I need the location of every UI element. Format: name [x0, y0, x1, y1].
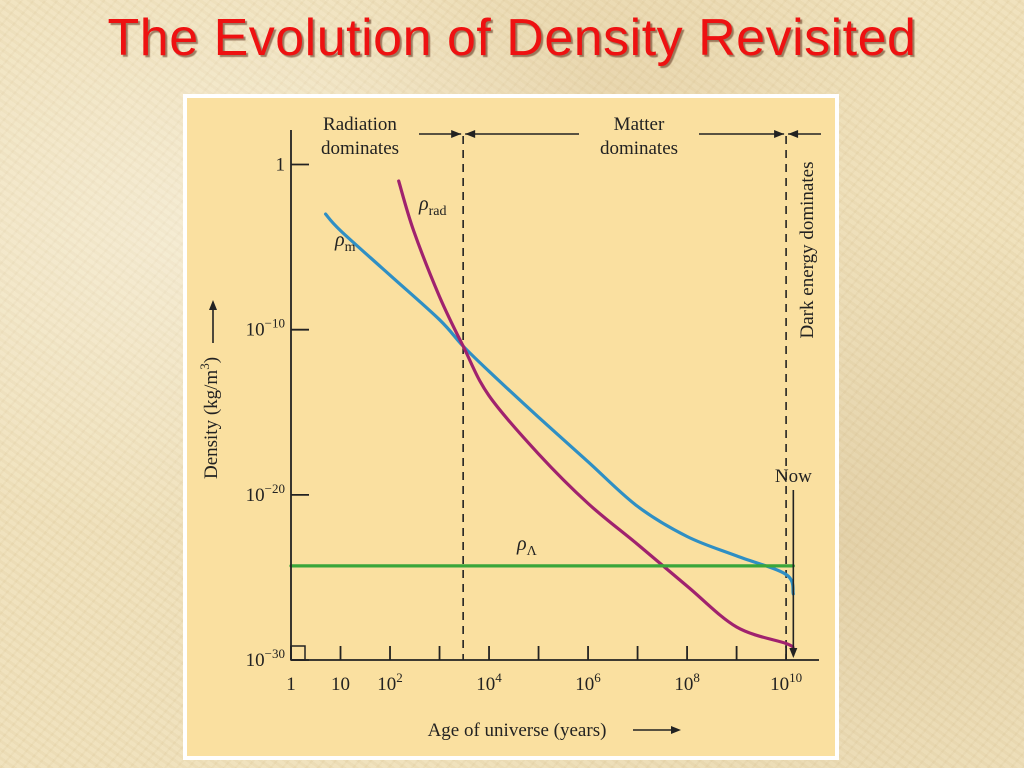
- x-tick-label-3-base: 10: [476, 674, 495, 695]
- figure-frame: 1 10−10 10−20 10−30 1 10 102 104 106 108 1010 Age o…: [183, 94, 839, 760]
- x-tick-label-2-exp: 2: [396, 670, 403, 685]
- y-axis-label-arrowhead: [209, 300, 217, 310]
- y-tick-label-3-exp: −30: [265, 646, 285, 661]
- x-tick-label-6: 1010: [770, 670, 802, 695]
- x-axis-label-arrowhead: [671, 726, 681, 734]
- x-tick-label-4-base: 10: [575, 674, 594, 695]
- series-label-sub: m: [345, 240, 356, 255]
- y-axis-label-text: Density (kg/m: [201, 370, 222, 479]
- era-arrowhead-dark-energy: [788, 130, 799, 138]
- x-tick-label-2: 102: [377, 670, 403, 695]
- x-tick-label-3: 104: [476, 670, 502, 695]
- slide-title: The Evolution of Density Revisited: [107, 9, 917, 67]
- series-label-rad: ρrad: [418, 193, 447, 219]
- x-tick-label-6-exp: 10: [789, 670, 802, 685]
- era-label-dark-energy: Dark energy dominates: [797, 162, 818, 339]
- series-label-Λ: ρΛ: [516, 533, 538, 559]
- series-label-sub: rad: [429, 204, 447, 219]
- x-tick-label-3-exp: 4: [495, 670, 502, 685]
- series-label-rho: ρ: [418, 193, 429, 215]
- y-tick-label-2: 10−20: [246, 481, 285, 506]
- x-tick-label-1: 10: [331, 674, 350, 695]
- era-arrowhead-matter-left: [465, 130, 476, 138]
- y-tick-label-3: 10−30: [246, 646, 285, 671]
- x-tick-label-2-base: 10: [377, 674, 396, 695]
- era-arrowhead-radiation: [451, 130, 462, 138]
- x-tick-label-4-exp: 6: [594, 670, 601, 685]
- now-label: Now: [775, 466, 812, 487]
- x-tick-label-6-base: 10: [770, 674, 789, 695]
- era-label-radiation-0: Radiation: [323, 114, 397, 135]
- y-axis-label: Density (kg/m3): [197, 357, 222, 479]
- y-axis-label-close: ): [201, 357, 222, 363]
- x-tick-label-4: 106: [575, 670, 601, 695]
- x-tick-label-5-base: 10: [674, 674, 693, 695]
- y-tick-label-2-exp: −20: [265, 481, 285, 496]
- series-label-sub: Λ: [527, 544, 538, 559]
- x-tick-label-1-base: 10: [331, 674, 350, 695]
- era-label-matter-0: Matter: [614, 114, 665, 135]
- series-line-m: [324, 212, 795, 596]
- x-tick-label-5-exp: 8: [693, 670, 700, 685]
- series-label-rho: ρ: [334, 229, 345, 251]
- y-tick-label-1-base: 10: [246, 320, 265, 341]
- y-tick-label-0-base: 1: [276, 155, 286, 176]
- series-label-m: ρm: [334, 229, 356, 255]
- era-label-radiation-1: dominates: [321, 138, 399, 159]
- x-tick-label-0: 1: [286, 674, 296, 695]
- y-tick-label-3-base: 10: [246, 650, 265, 671]
- x-tick-label-0-base: 1: [286, 674, 296, 695]
- era-label-matter-1: dominates: [600, 138, 678, 159]
- now-arrowhead: [789, 648, 798, 658]
- y-tick-label-0: 1: [276, 155, 286, 176]
- y-tick-label-2-base: 10: [246, 485, 265, 506]
- x-tick-label-5: 108: [674, 670, 700, 695]
- x-axis-label: Age of universe (years): [428, 720, 607, 741]
- y-tick-label-1: 10−10: [246, 316, 285, 341]
- series-label-rho: ρ: [516, 533, 527, 555]
- y-axis-label-sup: 3: [197, 363, 212, 370]
- era-arrowhead-matter-right: [774, 130, 785, 138]
- series-line-rad: [397, 179, 795, 651]
- y-tick-label-1-exp: −10: [265, 316, 285, 331]
